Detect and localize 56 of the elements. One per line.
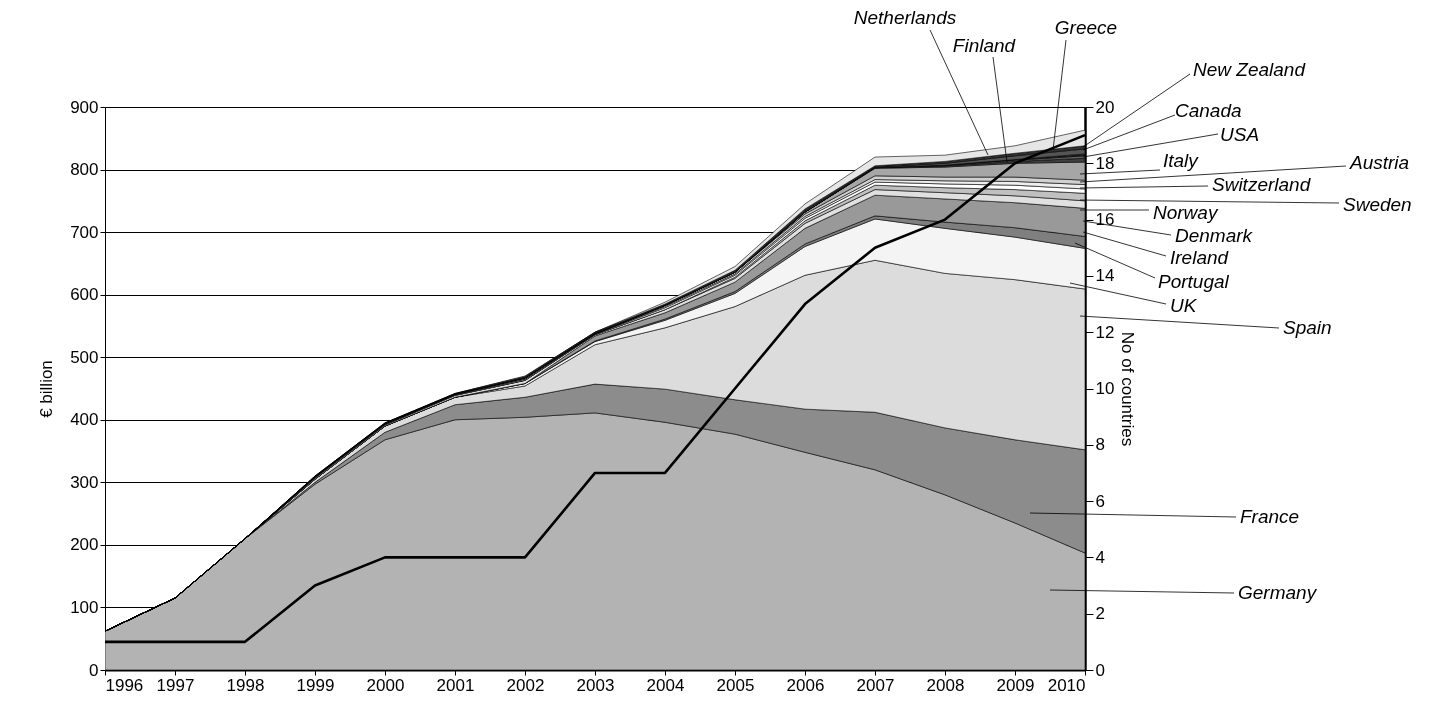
y2-tick-label: 8 [1095,435,1105,455]
y2-tick-label: 16 [1095,210,1115,230]
y2-tick-label: 0 [1095,660,1105,680]
y-axis-title: € billion [37,360,57,418]
y2-tick-label: 20 [1095,97,1115,117]
x-tick-label: 2007 [856,675,895,695]
y-tick-label: 500 [70,347,99,367]
y-tick-label: 700 [70,222,99,242]
y2-tick-label: 12 [1095,322,1115,342]
text: Germany [1238,582,1318,603]
x-tick-label: 2003 [576,675,615,695]
legend-label: Norway [1153,202,1219,223]
text: Greece [1054,17,1118,38]
y2-tick-label: 10 [1095,379,1115,398]
text: New Zealand [1193,59,1307,80]
y-tick-label: 200 [70,535,99,555]
x-tick-label: 2004 [646,675,685,695]
x-tick-label: 2005 [716,675,755,695]
x-tick-label: 1996 [105,675,144,695]
text: Netherlands [853,7,957,28]
legend-label: USA [1220,124,1260,145]
y-tick-label: 600 [70,285,99,305]
y-tick-label: 800 [70,160,99,180]
y2-tick-label: 2 [1095,604,1105,624]
text: Canada [1175,100,1242,121]
y-tick-label: 900 [70,97,99,117]
x-tick-label: 2001 [436,675,475,695]
x-tick-label: 1997 [156,675,195,695]
x-tick-label: 2002 [506,675,545,695]
y2-tick-label: 4 [1095,547,1105,567]
y-tick-label: 300 [70,472,99,492]
x-tick-label: 2000 [366,675,405,695]
text: France [1240,506,1300,527]
legend-label: Denmark [1175,225,1254,246]
y2-axis-title: No of countries [1118,331,1138,447]
y2-tick-label: 18 [1095,153,1115,173]
text: UK [1170,295,1198,316]
text: Spain [1283,317,1332,338]
text: Portugal [1158,271,1230,292]
x-tick-label: 2006 [786,675,825,695]
text: Austria [1349,152,1410,173]
text: Finland [952,35,1017,56]
y-tick-label: 100 [70,597,99,617]
x-tick-label: 2009 [996,675,1035,695]
text: Switzerland [1212,174,1312,195]
x-tick-label: 1998 [226,675,265,695]
y-tick-label: 400 [70,410,99,430]
y2-tick-label: 14 [1095,266,1115,286]
legend-label: Ireland [1170,247,1230,268]
x-tick-label: 2008 [926,675,965,695]
y2-tick-label: 6 [1095,491,1105,511]
y-tick-label: 0 [89,660,99,680]
legend-label: Italy [1163,150,1200,171]
x-tick-label: 1999 [296,675,335,695]
text: Sweden [1343,194,1412,215]
x-tick-label: 2010 [1047,675,1086,695]
